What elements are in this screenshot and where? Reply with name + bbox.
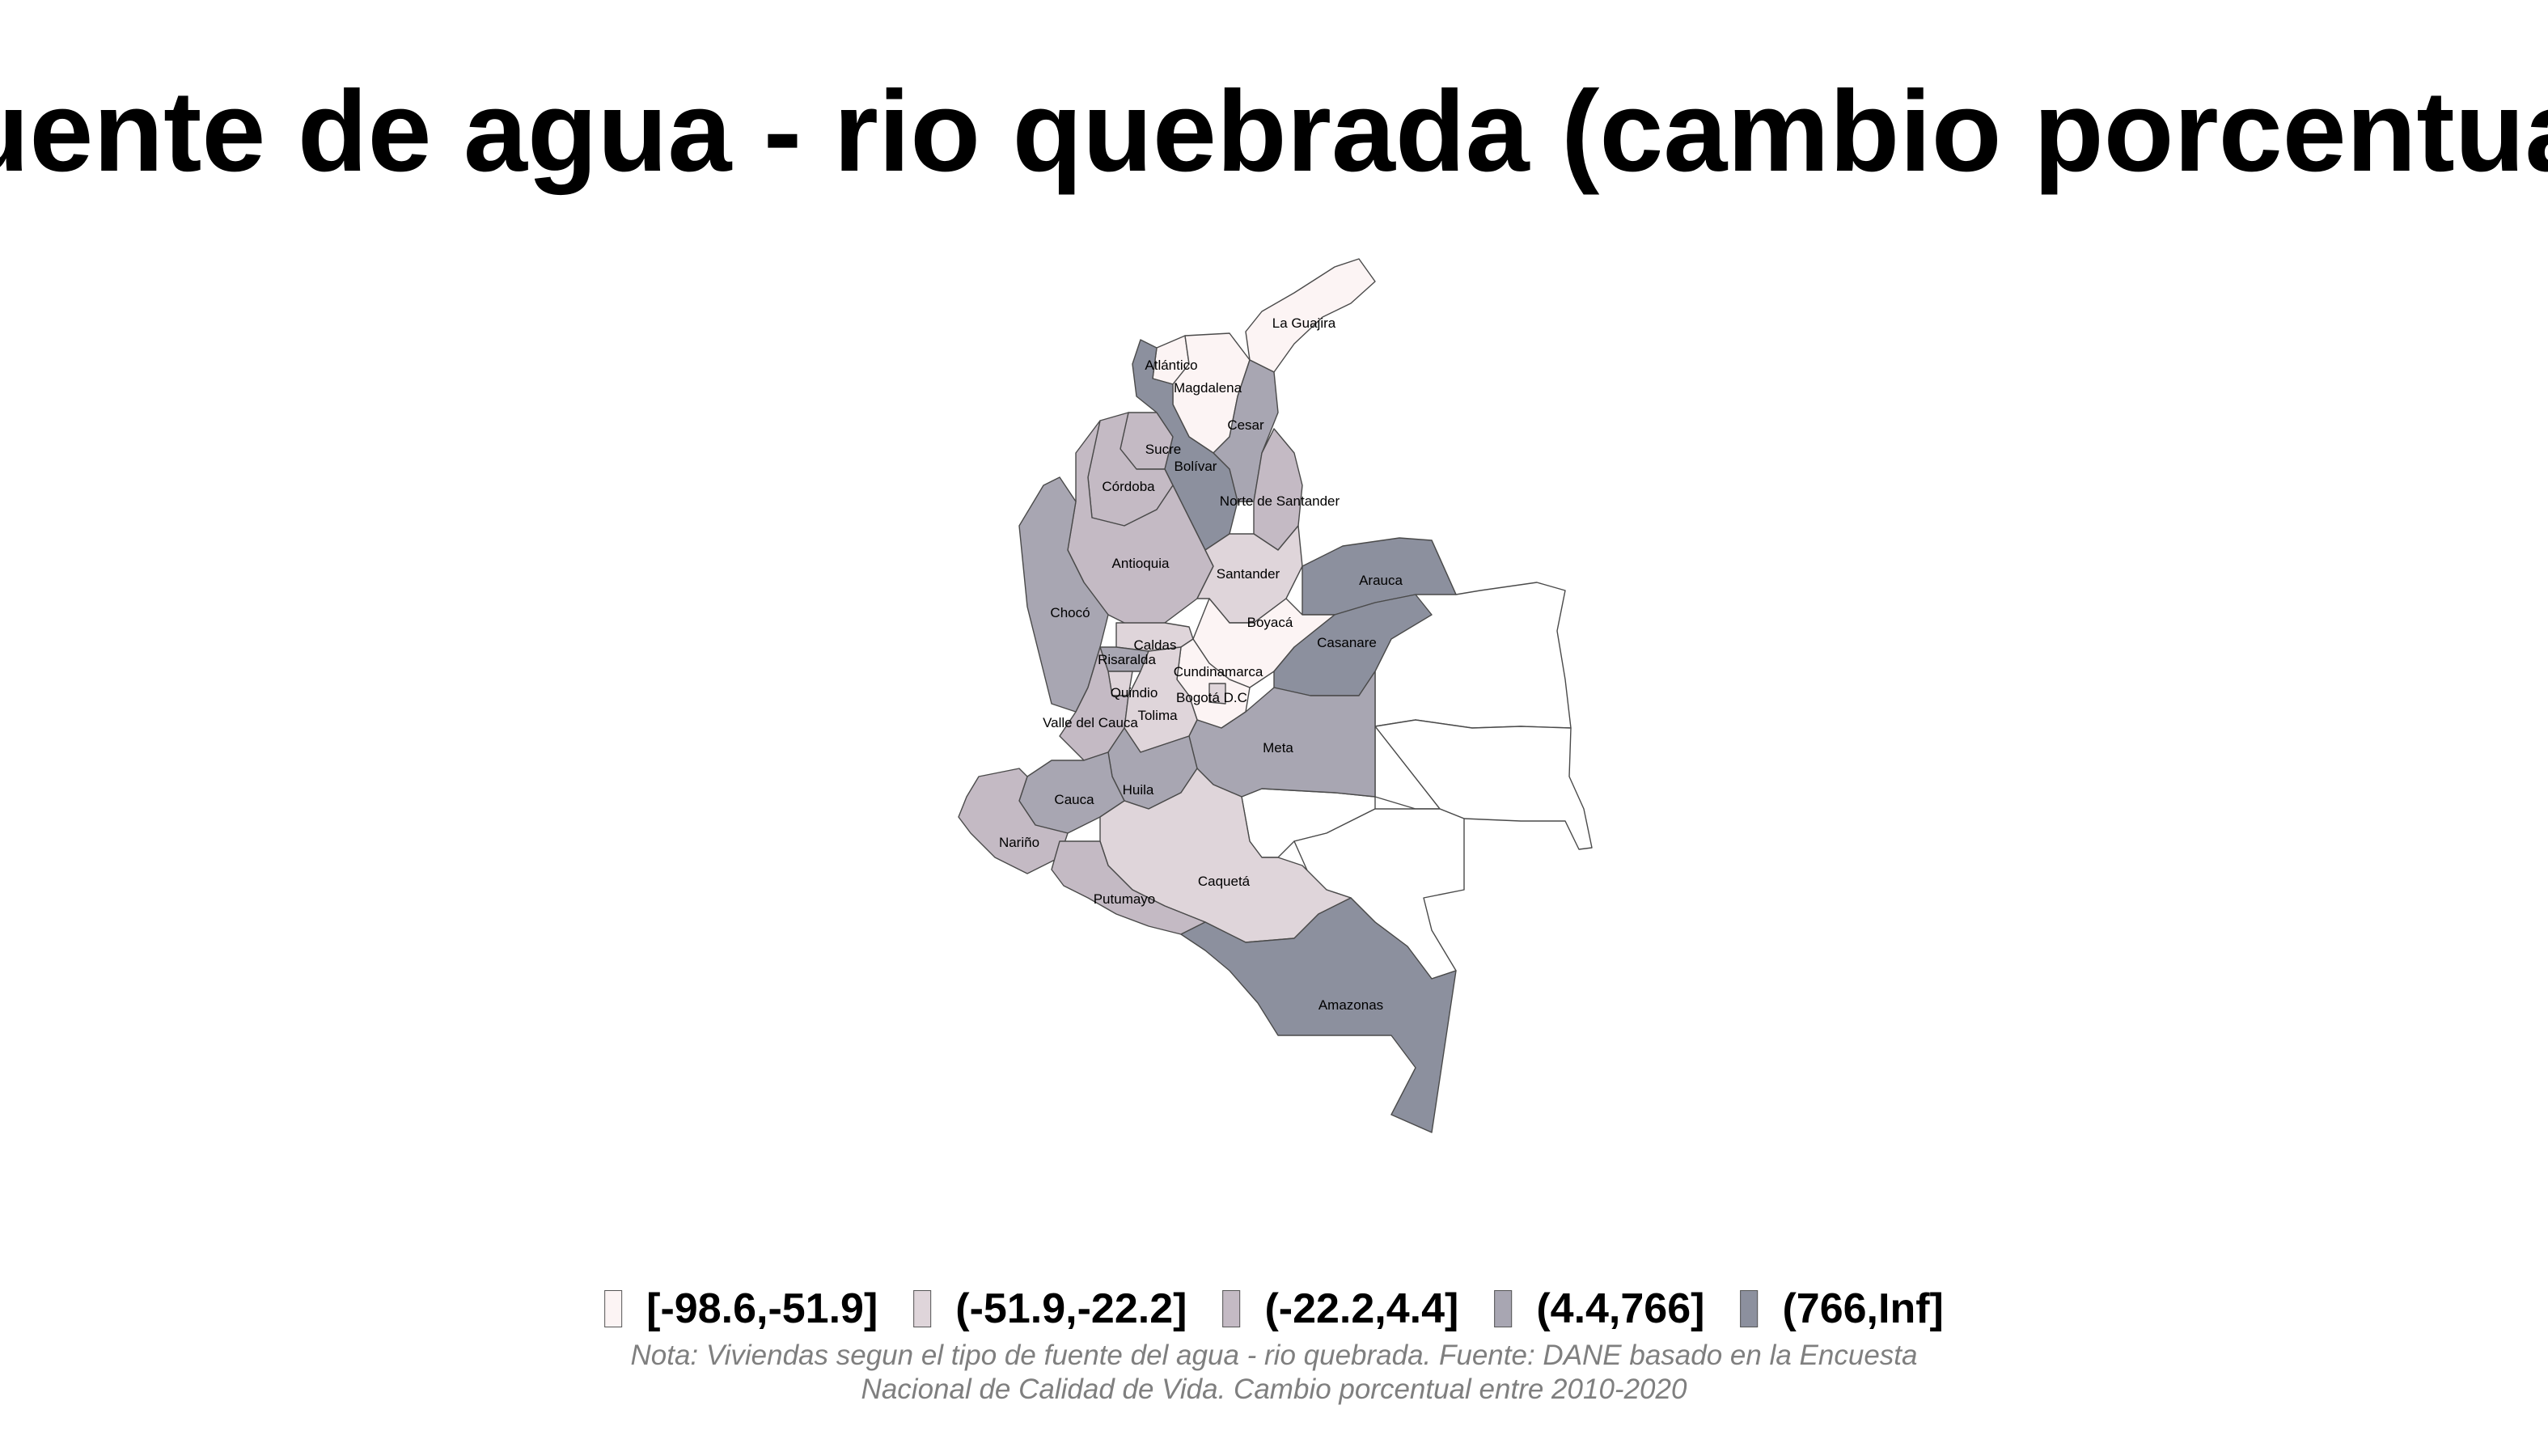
label-boyaca: Boyacá	[1247, 615, 1293, 630]
label-tolima: Tolima	[1137, 708, 1178, 723]
legend-item: (4.4,766]	[1494, 1285, 1704, 1333]
caption: Nota: Viviendas segun el tipo de fuente …	[546, 1339, 2002, 1407]
region-amazonas	[1180, 897, 1457, 1133]
legend-swatch	[604, 1290, 623, 1327]
label-casanare: Casanare	[1317, 635, 1377, 650]
legend-item: (-51.9,-22.2]	[913, 1285, 1187, 1333]
label-risaralda: Risaralda	[1098, 652, 1156, 667]
legend-item: [-98.6,-51.9]	[604, 1285, 878, 1333]
caption-line-2: Nacional de Calidad de Vida. Cambio porc…	[861, 1373, 1687, 1405]
label-narino: Nariño	[999, 835, 1039, 850]
label-sucre: Sucre	[1145, 442, 1181, 457]
legend-item: (766,Inf]	[1740, 1285, 1944, 1333]
legend: [-98.6,-51.9] (-51.9,-22.2] (-22.2,4.4] …	[586, 1285, 1962, 1333]
legend-swatch	[913, 1290, 932, 1327]
legend-label: (4.4,766]	[1536, 1285, 1705, 1332]
legend-swatch	[1740, 1290, 1759, 1327]
legend-swatch	[1494, 1290, 1513, 1327]
label-meta: Meta	[1263, 740, 1293, 756]
label-cesar: Cesar	[1227, 417, 1264, 433]
legend-item: (-22.2,4.4]	[1222, 1285, 1458, 1333]
map-title: uente de agua - rio quebrada (cambio por…	[0, 67, 2548, 196]
region-bogota	[1208, 683, 1226, 705]
label-caldas: Caldas	[1134, 637, 1177, 653]
label-caqueta: Caquetá	[1198, 874, 1251, 889]
legend-label: (-22.2,4.4]	[1264, 1285, 1459, 1332]
label-huila: Huila	[1123, 782, 1154, 798]
legend-label: (766,Inf]	[1782, 1285, 1944, 1332]
label-valle-del-cauca: Valle del Cauca	[1043, 715, 1138, 730]
label-cordoba: Córdoba	[1102, 479, 1155, 494]
label-santander: Santander	[1217, 566, 1280, 582]
legend-label: (-51.9,-22.2]	[955, 1285, 1187, 1332]
department-labels: La Guajira Atlántico Magdalena Cesar Suc…	[999, 315, 1403, 1013]
label-atlantico: Atlántico	[1145, 358, 1197, 373]
label-norte-de-santander: Norte de Santander	[1220, 493, 1340, 509]
label-bogota: Bogotá D.C	[1176, 690, 1247, 705]
label-la-guajira: La Guajira	[1272, 315, 1336, 331]
label-choco: Chocó	[1050, 605, 1090, 620]
caption-line-1: Nota: Viviendas segun el tipo de fuente …	[630, 1340, 1918, 1371]
region-la-guajira	[1245, 258, 1376, 373]
label-antioquia: Antioquia	[1112, 556, 1170, 571]
label-arauca: Arauca	[1359, 573, 1403, 588]
legend-label: [-98.6,-51.9]	[646, 1285, 878, 1332]
label-putumayo: Putumayo	[1094, 891, 1156, 907]
legend-swatch	[1222, 1290, 1241, 1327]
label-quindio: Quindio	[1111, 685, 1158, 700]
no-data-regions	[1241, 540, 1593, 980]
region-guainia	[1374, 719, 1593, 850]
label-cundinamarca: Cundinamarca	[1174, 664, 1263, 679]
label-bolivar: Bolívar	[1175, 459, 1217, 474]
label-amazonas: Amazonas	[1318, 997, 1383, 1013]
label-magdalena: Magdalena	[1174, 380, 1242, 396]
label-cauca: Cauca	[1054, 792, 1094, 807]
department-shapes	[958, 258, 1457, 1133]
